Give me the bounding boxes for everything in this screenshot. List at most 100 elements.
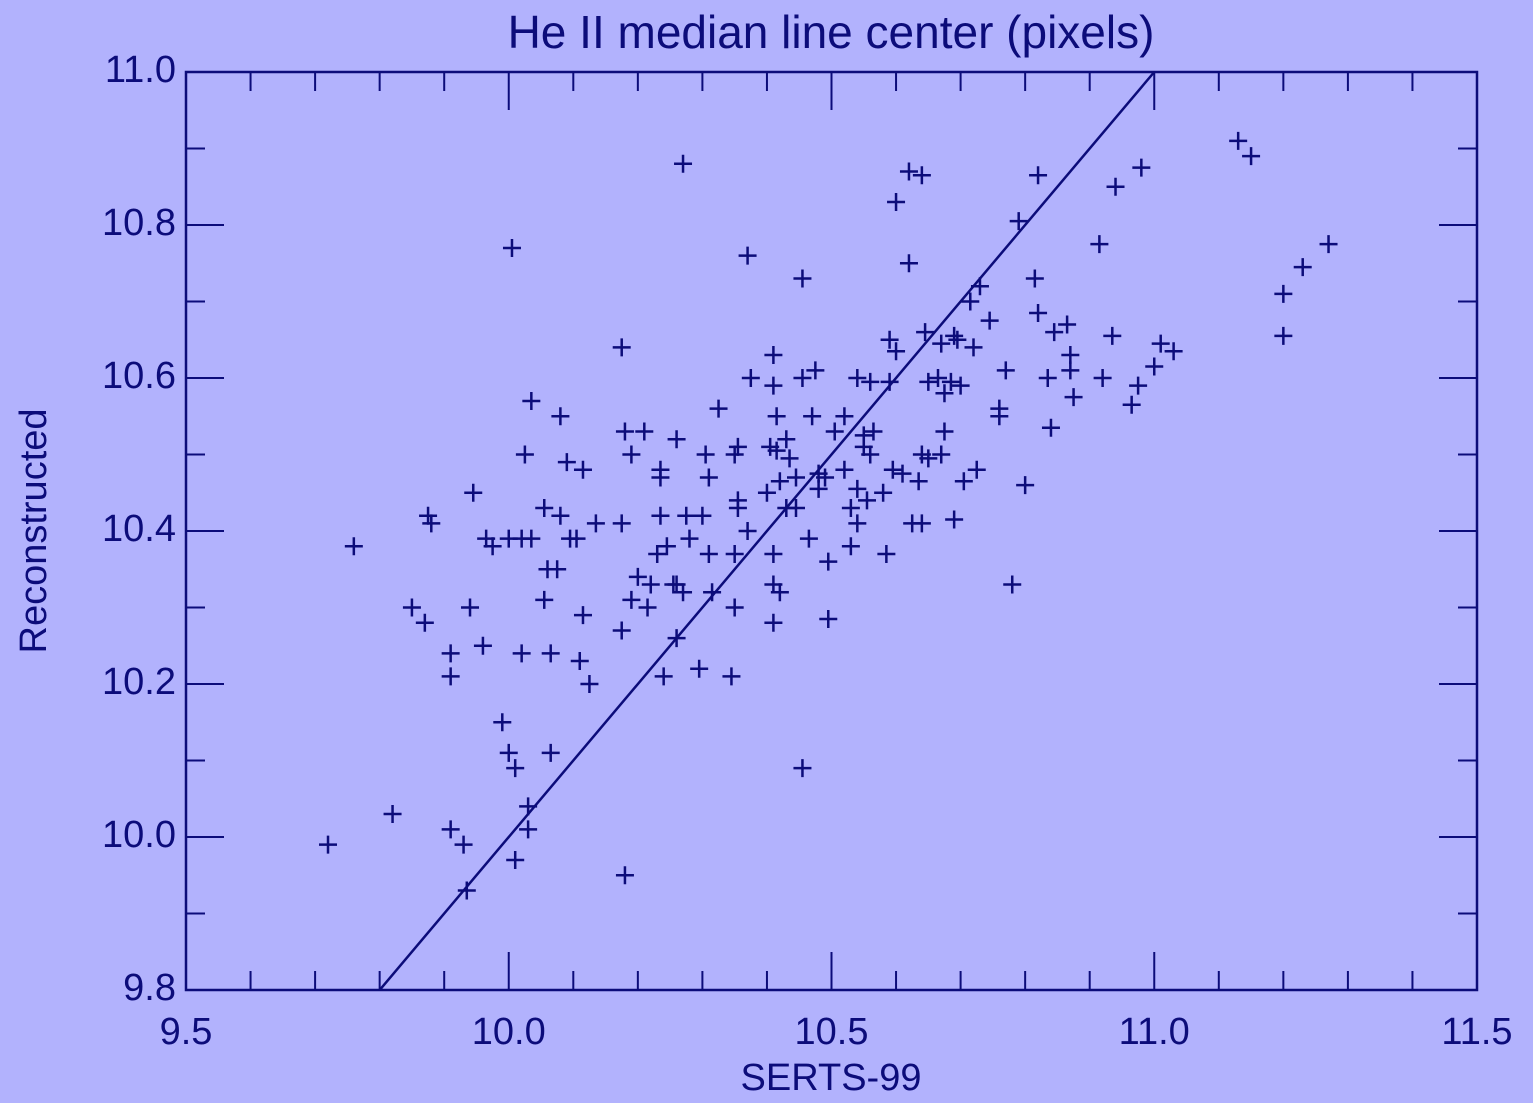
point bbox=[674, 154, 693, 173]
point bbox=[899, 162, 918, 181]
point bbox=[764, 346, 783, 365]
point bbox=[848, 369, 867, 387]
point bbox=[573, 460, 592, 479]
point bbox=[728, 437, 747, 456]
point bbox=[1319, 235, 1338, 254]
point bbox=[1061, 361, 1080, 380]
point bbox=[816, 468, 835, 487]
point bbox=[506, 759, 525, 778]
point bbox=[696, 445, 715, 464]
point bbox=[935, 422, 954, 441]
point bbox=[522, 391, 541, 410]
point bbox=[1029, 303, 1048, 322]
point bbox=[319, 835, 338, 854]
point bbox=[887, 193, 906, 212]
point bbox=[722, 667, 741, 686]
point bbox=[893, 464, 912, 483]
point bbox=[803, 407, 822, 426]
point bbox=[883, 460, 902, 479]
point bbox=[415, 613, 434, 632]
point bbox=[945, 510, 964, 529]
point bbox=[909, 472, 928, 491]
point bbox=[861, 445, 880, 464]
point bbox=[932, 334, 951, 353]
point bbox=[622, 445, 641, 464]
point bbox=[970, 277, 989, 296]
point bbox=[916, 323, 935, 342]
y-axis-label: Reconstructed bbox=[13, 408, 55, 653]
point bbox=[638, 598, 657, 617]
x-tick-label: 11.0 bbox=[1119, 1011, 1190, 1053]
point bbox=[1151, 334, 1170, 353]
point bbox=[880, 372, 899, 391]
point bbox=[819, 552, 838, 571]
x-tick-label: 11.5 bbox=[1441, 1011, 1512, 1053]
point bbox=[764, 613, 783, 632]
point bbox=[854, 426, 873, 445]
point bbox=[622, 590, 641, 609]
point bbox=[690, 659, 709, 678]
point bbox=[615, 422, 634, 441]
point bbox=[1093, 369, 1112, 387]
point bbox=[861, 372, 880, 391]
point bbox=[780, 449, 799, 468]
point bbox=[699, 544, 718, 563]
point bbox=[841, 537, 860, 556]
point bbox=[757, 483, 776, 502]
point bbox=[441, 820, 460, 839]
point bbox=[709, 399, 728, 418]
point bbox=[770, 583, 789, 602]
point bbox=[912, 166, 931, 185]
point bbox=[806, 361, 825, 380]
point bbox=[848, 479, 867, 498]
point bbox=[612, 621, 631, 640]
point bbox=[1009, 212, 1028, 231]
point bbox=[948, 330, 967, 349]
point bbox=[835, 407, 854, 426]
point bbox=[519, 797, 538, 816]
point bbox=[728, 499, 747, 518]
point bbox=[725, 598, 744, 617]
point bbox=[767, 441, 786, 460]
point bbox=[793, 269, 812, 288]
point bbox=[764, 544, 783, 563]
point bbox=[551, 506, 570, 525]
point bbox=[964, 338, 983, 357]
point bbox=[454, 835, 473, 854]
point bbox=[464, 483, 483, 502]
point bbox=[877, 544, 896, 563]
point bbox=[461, 598, 480, 617]
point bbox=[858, 491, 877, 510]
point bbox=[512, 644, 531, 663]
x-tick-label: 9.5 bbox=[160, 1011, 213, 1053]
x-tick-label: 10.5 bbox=[795, 1011, 869, 1053]
point bbox=[912, 514, 931, 533]
point bbox=[1132, 158, 1151, 177]
point bbox=[738, 246, 757, 265]
point bbox=[1003, 575, 1022, 594]
point bbox=[951, 376, 970, 395]
point bbox=[835, 460, 854, 479]
point bbox=[580, 675, 599, 693]
point bbox=[506, 850, 525, 869]
point bbox=[419, 506, 438, 525]
chart-title: He II median line center (pixels) bbox=[508, 6, 1155, 58]
point bbox=[725, 544, 744, 563]
point bbox=[483, 537, 502, 556]
point bbox=[899, 254, 918, 273]
point bbox=[648, 544, 667, 563]
point bbox=[945, 326, 964, 345]
point bbox=[770, 472, 789, 491]
point bbox=[541, 743, 560, 762]
point bbox=[699, 468, 718, 487]
point bbox=[1145, 357, 1164, 376]
point bbox=[567, 529, 586, 548]
point bbox=[557, 453, 576, 472]
point bbox=[383, 805, 402, 824]
y-tick-label: 10.8 bbox=[102, 202, 176, 244]
point bbox=[422, 514, 441, 533]
x-tick-label: 10.0 bbox=[472, 1011, 546, 1053]
y-tick-label: 10.0 bbox=[102, 814, 176, 856]
